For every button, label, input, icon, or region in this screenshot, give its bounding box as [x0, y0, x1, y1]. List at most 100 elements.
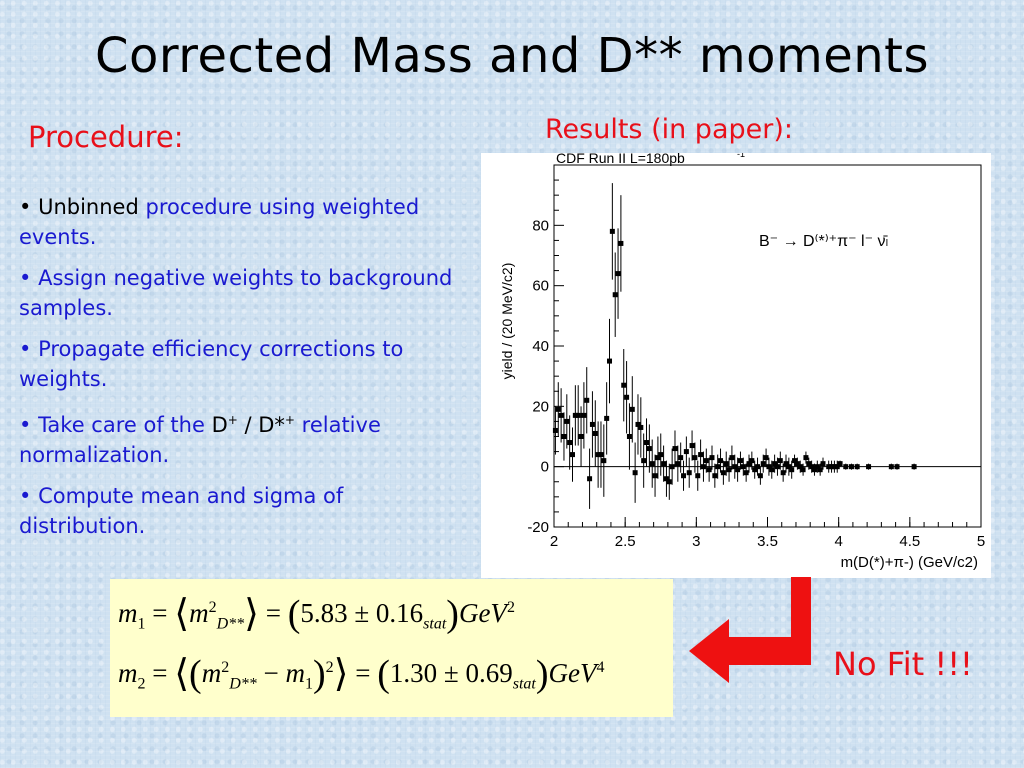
- data-point: [760, 461, 766, 467]
- data-point: [692, 455, 698, 461]
- data-point: [572, 412, 578, 418]
- procedure-heading: Procedure:: [28, 120, 184, 154]
- data-point: [615, 271, 621, 277]
- data-point: [609, 228, 615, 234]
- y-tick-label: 40: [532, 338, 549, 355]
- data-point: [700, 464, 706, 470]
- data-point: [755, 464, 761, 470]
- plot-svg: 2 2.5 3 3.5 4 4.5 5 -20 0 20 40 60 80 CDF Run II L=18…: [499, 149, 985, 571]
- data-point: [769, 467, 775, 473]
- data-point: [763, 455, 769, 461]
- data-point: [837, 461, 843, 467]
- data-point: [723, 461, 729, 467]
- no-fit-label: No Fit !!!: [833, 645, 973, 683]
- y-tick-label: -20: [527, 519, 549, 536]
- data-point: [681, 473, 687, 479]
- data-point: [888, 464, 894, 470]
- data-point: [698, 452, 704, 458]
- bullet-text: Compute mean and sigma of distribution.: [19, 484, 344, 538]
- x-tick-label: 4: [834, 533, 842, 550]
- data-point: [561, 434, 567, 439]
- data-point: [632, 470, 638, 476]
- plot-frame: [553, 164, 982, 528]
- bullet-marker: •: [19, 195, 32, 219]
- data-point: [783, 461, 789, 467]
- data-point: [772, 461, 778, 467]
- data-point: [552, 427, 558, 433]
- data-point: [866, 464, 872, 470]
- bullet-marker: •: [19, 484, 32, 508]
- data-point: [718, 458, 724, 464]
- data-point: [911, 464, 917, 470]
- data-point: [638, 424, 644, 430]
- data-point: [669, 464, 675, 470]
- data-point: [786, 464, 792, 470]
- data-point: [766, 464, 772, 470]
- data-point: [589, 421, 595, 427]
- data-point: [800, 467, 806, 473]
- data-point: [618, 240, 624, 246]
- data-point: [592, 430, 598, 436]
- data-point: [655, 455, 661, 461]
- slash: /: [237, 413, 259, 437]
- x-tick-label: 3: [692, 533, 700, 550]
- decay-label: B⁻ → D⁽*⁾⁺π⁻ l⁻ ν̄ₗ: [759, 233, 888, 250]
- data-point: [570, 452, 576, 458]
- cdf-plot: 2 2.5 3 3.5 4 4.5 5 -20 0 20 40 60 80 CDF Run II L=18…: [481, 149, 991, 578]
- data-point: [598, 452, 604, 458]
- data-point: [584, 397, 590, 403]
- x-tick-label: 2.5: [615, 533, 636, 550]
- data-point: [780, 470, 786, 476]
- data-point: [663, 476, 669, 482]
- data-point: [834, 464, 840, 470]
- bullet-mean-sigma: • Compute mean and sigma of distribution…: [19, 481, 459, 541]
- data-point: [777, 458, 783, 464]
- data-point: [703, 458, 709, 464]
- data-point: [709, 455, 715, 461]
- data-point: [578, 434, 584, 439]
- data-point: [675, 461, 681, 467]
- data-point: [789, 467, 795, 473]
- data-point: [797, 464, 803, 470]
- data-point: [683, 449, 689, 455]
- results-heading: Results (in paper):: [545, 114, 793, 145]
- data-point: [612, 292, 618, 298]
- data-point: [689, 443, 695, 449]
- bullet-efficiency: • Propagate efficiency corrections to we…: [19, 334, 459, 394]
- bent-arrow-icon: [689, 577, 811, 683]
- data-point: [641, 458, 647, 464]
- m2-equation: m2 = ⟨(m2D** − m1)2⟩ = (1.30 ± 0.69stat)…: [118, 653, 605, 695]
- bullet-normalization: • Take care of the D+ / D*+ relative nor…: [19, 405, 459, 470]
- x-tick-label: 5: [977, 533, 985, 550]
- data-point: [555, 406, 561, 412]
- y-tick-label: 20: [532, 398, 549, 415]
- data-point: [581, 412, 587, 418]
- data-point: [666, 479, 672, 485]
- data-point: [715, 464, 721, 470]
- data-point: [831, 464, 837, 470]
- data-point: [740, 464, 746, 470]
- data-point: [646, 446, 652, 452]
- data-point: [624, 394, 630, 400]
- bullet-unbinned: • Unbinned procedure using weighted even…: [19, 192, 459, 252]
- data-point: [635, 421, 641, 427]
- data-point: [607, 358, 613, 364]
- data-point: [843, 464, 849, 470]
- data-point: [678, 455, 684, 461]
- bullet-negative-weights: • Assign negative weights to background …: [19, 263, 459, 323]
- data-point: [587, 476, 593, 482]
- data-point: [794, 461, 800, 467]
- data-point: [706, 467, 712, 473]
- data-point: [601, 458, 607, 464]
- data-point: [732, 464, 738, 470]
- data-point: [829, 464, 835, 470]
- y-tick-label: 60: [532, 278, 549, 295]
- data-point: [809, 464, 815, 470]
- slide-title: Corrected Mass and D** moments: [95, 28, 929, 84]
- data-point: [567, 440, 573, 446]
- d-plus-label: D+: [211, 413, 238, 437]
- x-axis-label: m(D(*)+π-) (GeV/c2): [841, 554, 978, 571]
- data-point: [811, 467, 817, 473]
- moments-formula-box: m1 = ⟨m2D**⟩ = (5.83 ± 0.16stat)GeV2 m2 …: [110, 579, 673, 717]
- data-point: [686, 470, 692, 476]
